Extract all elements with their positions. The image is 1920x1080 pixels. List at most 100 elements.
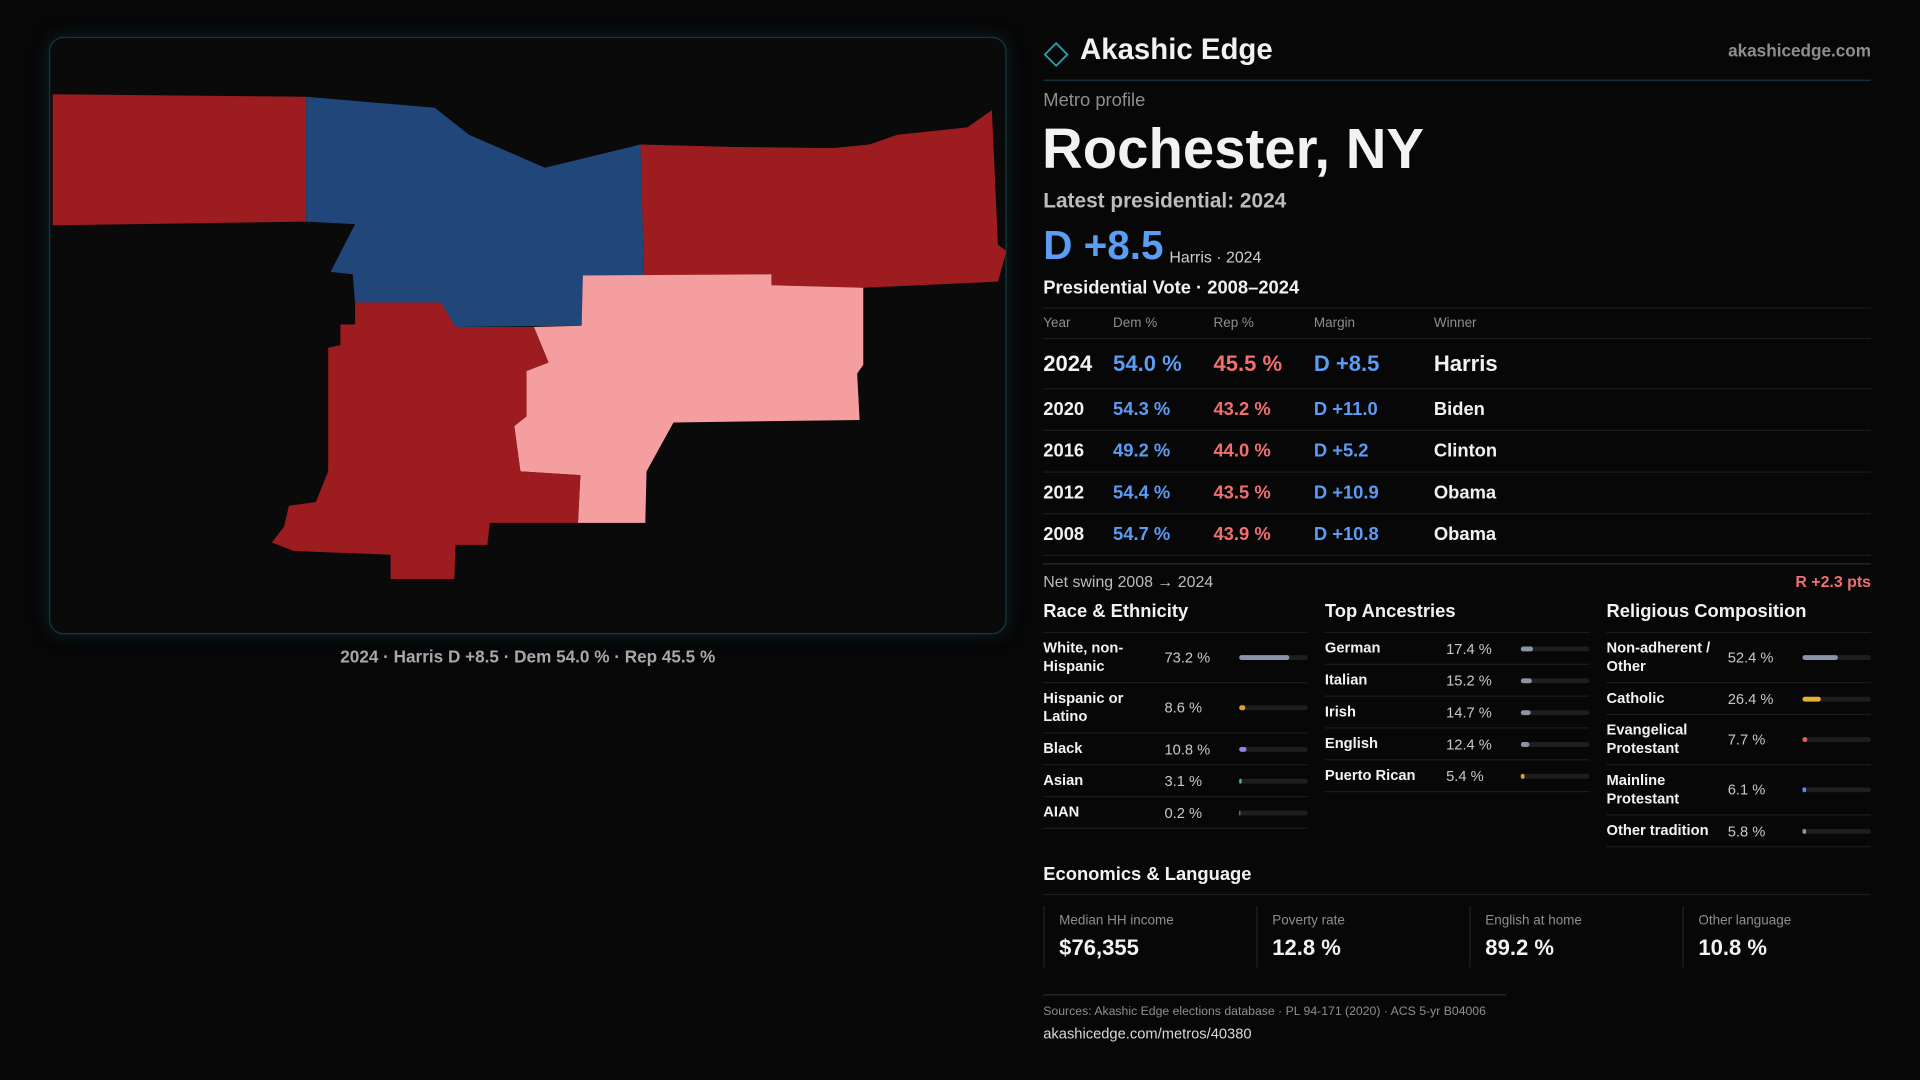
stat-label: Italian (1324, 671, 1368, 689)
card-value: 89.2 % (1485, 935, 1554, 960)
stat-card: Other language 10.8 % (1682, 906, 1894, 968)
swing-value: R +2.3 pts (1795, 572, 1872, 591)
bar-track (1802, 696, 1872, 702)
stat-row: White, non-Hispanic 73.2 % (1043, 633, 1308, 684)
bar (1520, 741, 1530, 747)
bar-track (1520, 677, 1590, 683)
card-label: English at home (1485, 913, 1582, 929)
column-header: Margin (1313, 315, 1356, 331)
county (271, 302, 581, 580)
bar (1239, 746, 1247, 752)
brand: Akashic Edge (1080, 33, 1273, 67)
table-cell: D +11.0 (1313, 399, 1378, 420)
section: Race & Ethnicity White, non-Hispanic 73.2 … (1043, 600, 1308, 829)
stat-row: Asian 3.1 % (1043, 765, 1308, 798)
column-header: Winner (1433, 315, 1477, 331)
table-row: 2016 49.2 % 44.0 % D +5.2 Clinton (1043, 431, 1872, 473)
bar (1239, 655, 1290, 660)
bar-track (1802, 828, 1872, 834)
section: Top Ancestries German 17.4 % Italian 15.2 % I… (1324, 600, 1590, 793)
stat-label: Evangelical Protestant (1606, 721, 1688, 757)
card-label: Other language (1698, 913, 1792, 929)
table-cell: 43.2 % (1213, 399, 1271, 420)
stat-card: Median HH income $76,355 (1043, 906, 1255, 968)
table-cell: 49.2 % (1113, 440, 1171, 462)
card-value: 10.8 % (1698, 935, 1767, 960)
stat-row: Non-adherent / Other 52.4 % (1606, 633, 1872, 684)
card-value: 12.8 % (1272, 935, 1341, 960)
stat-label: Catholic (1606, 689, 1665, 707)
table-cell: 54.7 % (1113, 524, 1171, 545)
table-cell: 2016 (1043, 440, 1085, 462)
stat-value: 5.4 % (1446, 767, 1484, 785)
economics-title: Economics & Language (1043, 863, 1252, 885)
stat-label: AIAN (1043, 803, 1080, 821)
stat-label: Hispanic or Latino (1043, 689, 1124, 725)
stat-row: Catholic 26.4 % (1606, 683, 1872, 716)
bar-track (1802, 787, 1872, 793)
stat-label: Asian (1043, 771, 1084, 789)
stat-value: 52.4 % (1727, 648, 1774, 667)
table-cell: 44.0 % (1213, 440, 1271, 462)
county (514, 274, 864, 523)
bar (1802, 828, 1807, 834)
stat-row: Irish 14.7 % (1324, 697, 1590, 729)
footer-url[interactable]: akashicedge.com/metros/40380 (1043, 1024, 1252, 1043)
table-cell: D +10.9 (1313, 482, 1379, 504)
stat-label: Black (1043, 739, 1083, 757)
bar-track (1520, 741, 1590, 747)
stat-row: Evangelical Protestant 7.7 % (1606, 715, 1872, 766)
stat-row: Black 10.8 % (1043, 733, 1308, 766)
stat-value: 7.7 % (1727, 731, 1766, 749)
table-cell: 45.5 % (1213, 350, 1283, 376)
stat-row: Italian 15.2 % (1324, 665, 1590, 697)
stat-label: Other tradition (1606, 821, 1709, 839)
stat-value: 6.1 % (1727, 781, 1766, 799)
column-header: Rep % (1213, 315, 1254, 331)
table-cell: 2024 (1043, 350, 1093, 376)
stat-value: 3.1 % (1164, 772, 1203, 790)
stat-card: Poverty rate 12.8 % (1256, 906, 1468, 968)
table-header: Year Dem % Rep % Margin Winner (1043, 309, 1872, 340)
table-cell: D +8.5 (1313, 350, 1380, 376)
metro-title: Rochester, NY (1042, 116, 1424, 180)
table-cell: 2012 (1043, 482, 1085, 504)
sources: Sources: Akashic Edge elections database… (1043, 1005, 1486, 1019)
card-label: Poverty rate (1272, 913, 1345, 929)
table-cell: Harris (1433, 350, 1498, 376)
table-title: Presidential Vote · 2008–2024 (1043, 277, 1300, 299)
bar (1802, 696, 1821, 702)
bar (1520, 709, 1531, 715)
bar-track (1239, 705, 1308, 711)
bar (1802, 737, 1808, 743)
stat-label: Non-adherent / Other (1606, 639, 1711, 675)
stat-row: AIAN 0.2 % (1043, 797, 1308, 829)
winner-note: Harris · 2024 (1169, 247, 1262, 267)
table-row: 2020 54.3 % 43.2 % D +11.0 Biden (1043, 389, 1872, 432)
site-link[interactable]: akashicedge.com (1728, 40, 1872, 60)
card-label: Median HH income (1059, 913, 1174, 929)
stat-label: White, non-Hispanic (1043, 639, 1124, 675)
table-cell: D +10.8 (1313, 524, 1379, 545)
bar-track (1802, 655, 1872, 660)
vote-table: Year Dem % Rep % Margin Winner 2024 54.0 % 45.5… (1043, 307, 1872, 556)
stat-row: Hispanic or Latino 8.6 % (1043, 683, 1308, 734)
county (640, 110, 1007, 288)
bar (1802, 655, 1839, 660)
table-cell: Clinton (1433, 440, 1498, 462)
stat-value: 26.4 % (1727, 690, 1774, 708)
table-cell: Obama (1433, 482, 1497, 504)
bar (1239, 705, 1246, 711)
stat-label: Mainline Protestant (1606, 771, 1680, 807)
county (52, 94, 307, 226)
stat-row: English 12.4 % (1324, 729, 1590, 761)
bar (1239, 778, 1242, 784)
table-cell: 43.9 % (1213, 524, 1271, 545)
bar-track (1520, 709, 1590, 715)
stat-value: 10.8 % (1164, 740, 1211, 758)
bar-track (1802, 737, 1872, 743)
section-title: Race & Ethnicity (1043, 600, 1308, 634)
